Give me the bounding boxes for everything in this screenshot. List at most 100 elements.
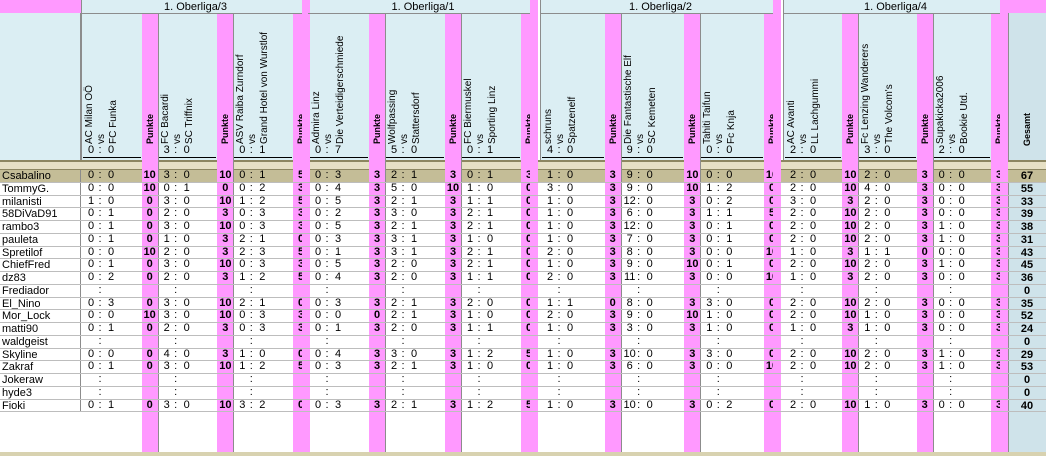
- tip-home-goals: 2: [789, 170, 797, 181]
- vertical-header-cell: Punkte: [143, 16, 157, 144]
- player-name: Fioki: [0, 399, 81, 413]
- row-gridline: [0, 296, 1046, 298]
- tip-points: 3: [995, 195, 1003, 207]
- tip-home-goals: 2: [864, 348, 871, 360]
- punkte-column: [916, 14, 933, 456]
- tip-points: 0: [525, 361, 533, 373]
- tip-home-goals: 0: [314, 361, 322, 373]
- result-away-goals: 0: [566, 145, 574, 156]
- tip-points: 10: [765, 170, 779, 181]
- tip-home-goals: 2: [864, 272, 871, 283]
- tip-home-goals: 2: [466, 221, 474, 232]
- tip-home-goals: 2: [390, 310, 398, 322]
- tip-points: 3: [847, 195, 854, 207]
- tip-home-goals: 1: [789, 272, 797, 283]
- tip-away-goals: 0: [958, 297, 965, 309]
- player-name: ChiefFred: [0, 259, 81, 272]
- tip-points: 3: [689, 221, 696, 232]
- tip-home-goals: 5: [390, 182, 398, 194]
- result-colon: :: [174, 145, 178, 156]
- tip-away-goals: 0: [958, 361, 965, 373]
- tip-home-goals: 0: [938, 272, 945, 283]
- tip-home-goals: 2: [390, 297, 398, 309]
- tip-colon: :: [325, 246, 329, 258]
- tip-home-goals: 0: [87, 246, 95, 258]
- tip-home-goals: 3: [390, 233, 398, 245]
- tip-colon: :: [98, 221, 102, 232]
- tip-home-goals: 8: [626, 297, 633, 309]
- tip-colon: :: [401, 246, 405, 258]
- tip-home-goals: 12: [623, 195, 636, 207]
- tip-away-goals: 0: [566, 361, 574, 373]
- tip-colon: :: [637, 272, 641, 283]
- row-gridline: [0, 360, 1046, 362]
- tip-colon: :: [949, 310, 953, 322]
- tip-home-goals: 0: [938, 195, 945, 207]
- tip-home-goals: 1: [706, 182, 713, 194]
- tip-colon: :: [401, 259, 405, 271]
- tip-home-goals: 2: [390, 259, 398, 271]
- tip-colon: :: [174, 386, 178, 398]
- tip-away-goals: 0: [884, 297, 891, 309]
- tip-colon: :: [325, 348, 329, 360]
- tip-home-goals: 0: [938, 310, 945, 322]
- tip-points: 0: [525, 208, 533, 220]
- tip-away-goals: 0: [884, 259, 891, 271]
- tip-colon: :: [174, 246, 178, 258]
- tip-points: 3: [449, 208, 457, 220]
- player-name: matti90: [0, 323, 81, 336]
- tip-away-goals: 0: [183, 170, 190, 181]
- result-colon: :: [401, 145, 405, 156]
- tip-colon: :: [477, 259, 481, 271]
- row-gridline: [0, 334, 1046, 336]
- tip-colon: :: [716, 361, 720, 373]
- tip-away-goals: 3: [259, 323, 266, 334]
- tip-away-goals: 0: [726, 246, 733, 258]
- tip-points: 3: [689, 361, 696, 373]
- tip-points: 3: [373, 170, 381, 181]
- punkte-label: Punkte: [448, 113, 458, 144]
- tip-points: 10: [219, 259, 232, 271]
- result-underline: [234, 157, 292, 158]
- tip-points: 10: [844, 361, 857, 373]
- tip-home-goals: 0: [87, 399, 95, 411]
- tip-points: 3: [449, 195, 457, 207]
- player-name: rambo3: [0, 221, 81, 234]
- result-away-goals: 0: [646, 145, 653, 156]
- tip-away-goals: 0: [107, 246, 115, 258]
- row-gridline: [0, 347, 1046, 349]
- tip-points: 10: [844, 259, 857, 271]
- tip-points: 3: [995, 182, 1003, 194]
- tip-away-goals: 2: [259, 195, 266, 207]
- tip-home-goals: 0: [706, 170, 713, 181]
- tip-points: 3: [689, 348, 696, 360]
- tip-colon: :: [325, 259, 329, 271]
- tip-points: 0: [768, 259, 776, 271]
- result-underline: [158, 157, 217, 158]
- tip-points: 3: [297, 182, 305, 194]
- tip-colon: :: [716, 272, 720, 283]
- tip-points: 3: [449, 323, 457, 334]
- player-name: 58DiVaD91: [0, 208, 81, 221]
- tip-home-goals: 2: [466, 246, 474, 258]
- tip-away-goals: 0: [958, 399, 965, 411]
- tip-colon: :: [325, 170, 329, 181]
- away-team-label: Grand Hotel von Wurstlof: [259, 31, 271, 144]
- tip-away-goals: 0: [958, 348, 965, 360]
- tip-away-goals: 0: [410, 259, 418, 271]
- bottom-edge: [0, 452, 1046, 456]
- tip-colon: :: [800, 323, 804, 334]
- tip-home-goals: 0: [706, 195, 713, 207]
- tip-away-goals: 0: [884, 195, 891, 207]
- away-team-label: Bookie Utd.: [958, 92, 970, 144]
- player-name: Skyline: [0, 348, 81, 362]
- tip-colon: :: [557, 361, 561, 373]
- tip-home-goals: 1: [938, 259, 945, 271]
- tip-points: 0: [146, 259, 153, 271]
- tip-points: 3: [921, 310, 928, 322]
- tip-colon: :: [800, 348, 804, 360]
- result-colon: :: [800, 145, 804, 156]
- vertical-header-cell: Punkte: [843, 16, 857, 144]
- player-total: 33: [1020, 195, 1034, 208]
- tip-home-goals: 10: [623, 348, 636, 360]
